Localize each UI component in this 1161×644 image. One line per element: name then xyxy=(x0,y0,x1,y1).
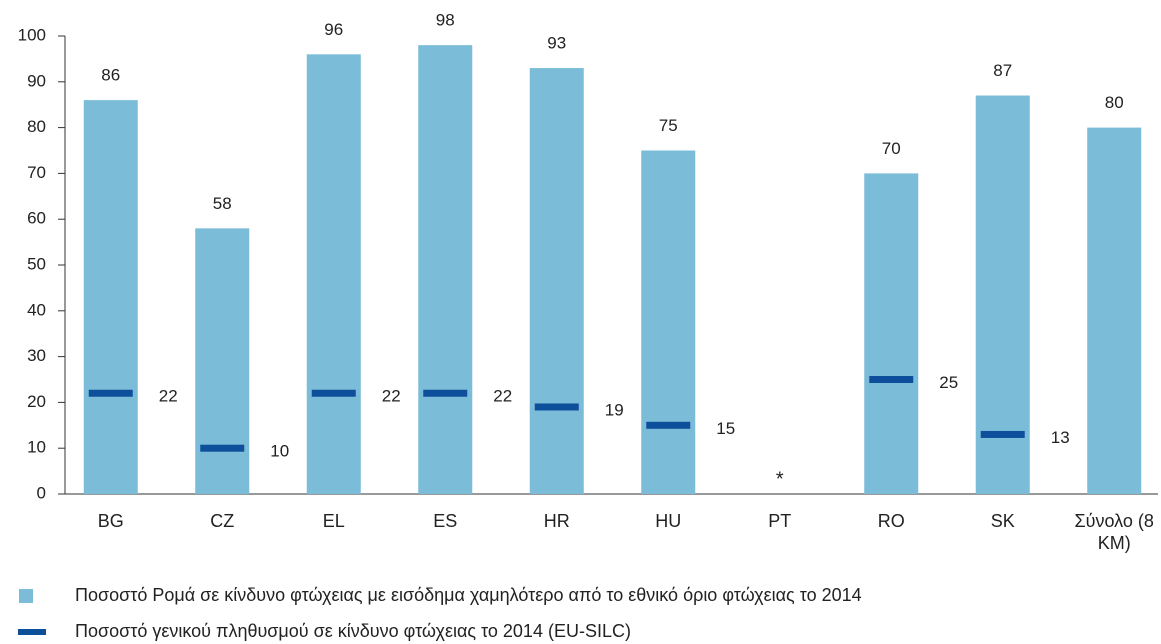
y-tick-label: 60 xyxy=(27,209,46,228)
x-tick-label: HU xyxy=(655,511,682,531)
data-label: 75 xyxy=(659,116,678,135)
data-label: 25 xyxy=(939,373,958,392)
x-tick-label: CZ xyxy=(210,511,235,531)
annotation: * xyxy=(776,468,784,490)
bar xyxy=(864,173,919,494)
y-tick-label: 20 xyxy=(27,392,46,411)
legend-swatch xyxy=(18,629,46,635)
y-tick-label: 50 xyxy=(27,254,46,273)
data-label: 58 xyxy=(213,194,232,213)
data-label: 70 xyxy=(882,139,901,158)
data-label: 98 xyxy=(436,11,455,30)
marker xyxy=(980,430,1025,438)
x-tick-label: PT xyxy=(768,511,792,531)
x-tick-label: BG xyxy=(97,511,124,531)
marker xyxy=(423,389,468,397)
bar xyxy=(975,95,1030,494)
data-label: 87 xyxy=(993,61,1012,80)
y-tick-label: 80 xyxy=(27,117,46,136)
y-tick-label: 10 xyxy=(27,438,46,457)
data-label: 10 xyxy=(270,442,289,461)
legend-label: Ποσοστό γενικού πληθυσμού σε κίνδυνο φτώ… xyxy=(75,621,631,641)
y-tick-label: 40 xyxy=(27,300,46,319)
legend-swatch xyxy=(19,589,33,603)
data-label: 19 xyxy=(605,400,624,419)
data-label: 22 xyxy=(382,387,401,406)
marker xyxy=(311,389,356,397)
data-label: 80 xyxy=(1105,93,1124,112)
data-label: 96 xyxy=(324,20,343,39)
x-tick-label: HR xyxy=(543,511,570,531)
bar xyxy=(641,150,696,494)
data-label: 86 xyxy=(101,66,120,85)
y-tick-label: 30 xyxy=(27,346,46,365)
bar xyxy=(83,100,138,495)
marker xyxy=(88,389,133,397)
y-tick-label: 70 xyxy=(27,163,46,182)
data-label: 13 xyxy=(1051,428,1070,447)
marker xyxy=(200,444,245,452)
data-label: 22 xyxy=(493,387,512,406)
bar xyxy=(1087,127,1142,494)
bar xyxy=(306,54,361,494)
data-label: 22 xyxy=(159,387,178,406)
legend-label: Ποσοστό Ρομά σε κίνδυνο φτώχειας με εισό… xyxy=(75,585,862,605)
bar xyxy=(195,228,250,495)
x-tick-label: EL xyxy=(322,511,345,531)
y-tick-label: 100 xyxy=(18,25,46,44)
marker xyxy=(646,421,691,429)
y-tick-label: 90 xyxy=(27,71,46,90)
data-label: 15 xyxy=(716,419,735,438)
marker xyxy=(869,376,914,383)
x-tick-label: RO xyxy=(877,511,905,531)
y-tick-label: 0 xyxy=(37,483,46,502)
x-tick-label: SK xyxy=(990,511,1015,531)
x-tick-label: ES xyxy=(433,511,458,531)
bar xyxy=(529,68,584,494)
bar xyxy=(418,45,473,494)
data-label: 93 xyxy=(547,34,566,53)
marker xyxy=(534,403,579,411)
x-tick-label: Σύνολο (8 ΚΜ) xyxy=(1074,511,1154,553)
